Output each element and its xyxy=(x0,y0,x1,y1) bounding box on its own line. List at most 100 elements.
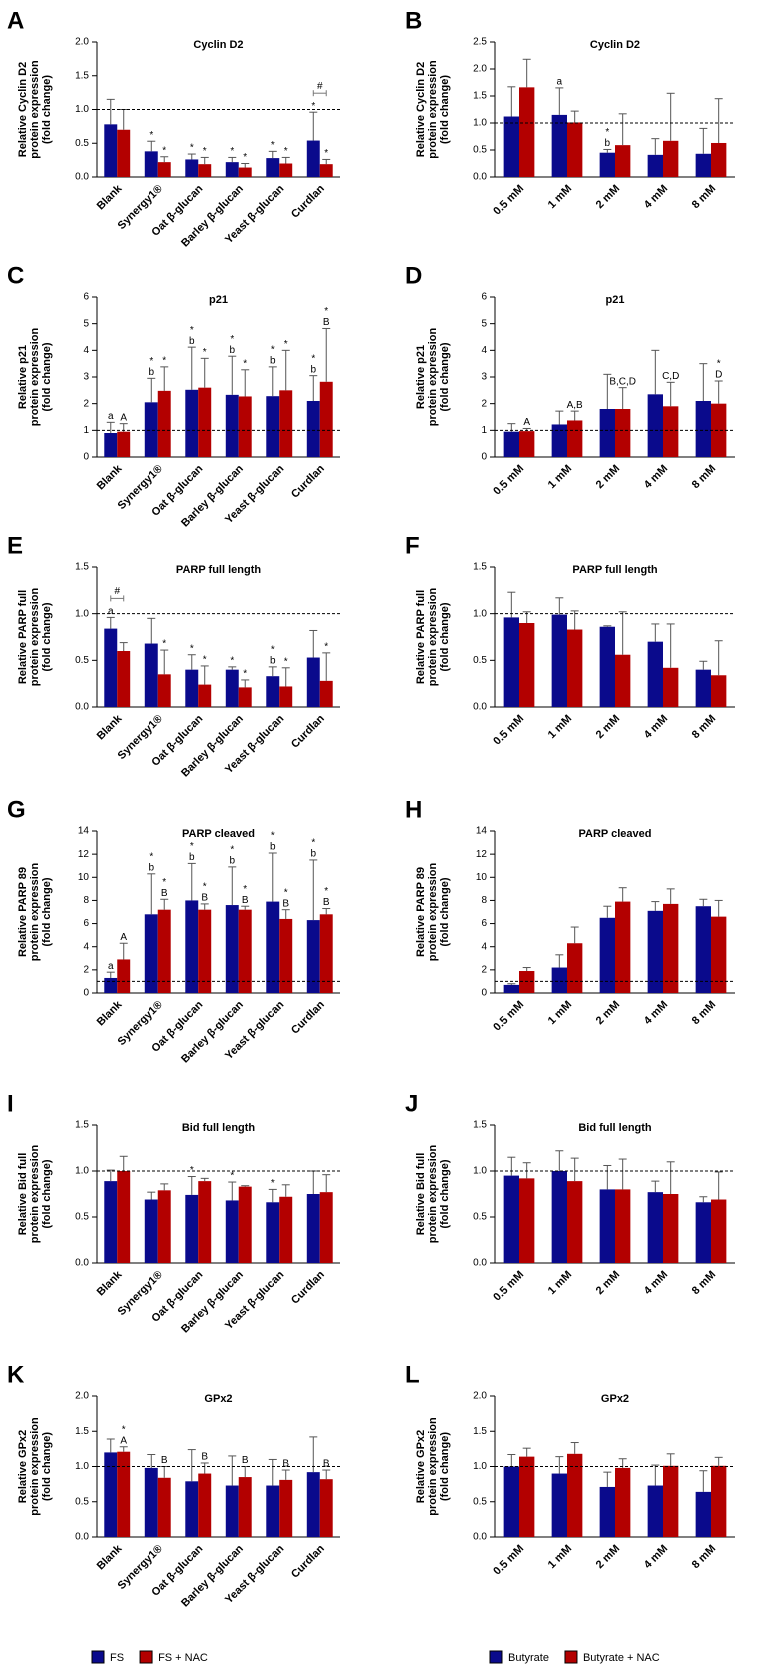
bar xyxy=(695,1202,711,1263)
bar xyxy=(104,124,118,177)
y-axis-label: Relative GPx2 xyxy=(415,1430,427,1503)
bar xyxy=(104,628,118,707)
x-tick-label: 8 mM xyxy=(690,999,718,1027)
annotation: A xyxy=(120,932,127,943)
x-tick-label: 4 mM xyxy=(642,999,670,1027)
bar xyxy=(599,917,615,993)
annotation: * xyxy=(230,334,234,345)
bar xyxy=(663,1194,679,1263)
annotation: b xyxy=(310,364,316,375)
y-tick-label: 6 xyxy=(481,292,487,303)
annotation: B xyxy=(323,897,330,908)
y-axis-label: (fold change) xyxy=(41,602,53,671)
bar xyxy=(647,910,663,993)
y-axis-label: protein expression xyxy=(427,1145,439,1244)
chart-title: GPx2 xyxy=(601,1393,629,1405)
annotation: * xyxy=(230,146,234,157)
y-tick-label: 5 xyxy=(481,318,487,329)
y-tick-label: 1.5 xyxy=(75,70,89,81)
bar xyxy=(551,424,567,457)
y-tick-label: 1.5 xyxy=(75,1120,89,1131)
y-axis-label: (fold change) xyxy=(439,1159,451,1228)
annotation: A xyxy=(523,417,530,428)
bar xyxy=(157,909,171,993)
bar xyxy=(185,159,199,177)
x-tick-label: 2 mM xyxy=(594,1543,622,1571)
x-tick-label: Blank xyxy=(95,1542,125,1572)
x-tick-label: Curdlan xyxy=(289,1268,327,1306)
y-tick-label: 0.5 xyxy=(473,1212,487,1223)
y-tick-label: 1.5 xyxy=(473,562,487,573)
x-tick-label: Curdlan xyxy=(289,712,327,750)
bar xyxy=(306,1472,320,1537)
bar xyxy=(104,977,118,993)
y-tick-label: 4 xyxy=(481,941,487,952)
x-tick-label: 4 mM xyxy=(642,1543,670,1571)
bar xyxy=(711,916,727,993)
bar xyxy=(306,920,320,993)
bar xyxy=(198,387,212,457)
x-tick-label: 8 mM xyxy=(690,713,718,741)
bar xyxy=(117,431,131,457)
y-tick-label: 2 xyxy=(83,398,89,409)
annotation: A xyxy=(120,412,127,423)
annotation: * xyxy=(605,127,609,138)
x-tick-label: 4 mM xyxy=(642,183,670,211)
panel-letter: E xyxy=(7,532,23,559)
y-tick-label: 4 xyxy=(481,345,487,356)
bar xyxy=(663,1465,679,1537)
y-axis-label: protein expression xyxy=(29,328,41,427)
annotation: * xyxy=(149,356,153,367)
bar xyxy=(117,1451,131,1537)
y-axis-label: protein expression xyxy=(29,588,41,687)
annotation: * xyxy=(271,1178,275,1189)
annotation: * xyxy=(149,851,153,862)
bar xyxy=(117,651,131,707)
y-axis-label: Relative GPx2 xyxy=(17,1430,29,1503)
y-axis-label: (fold change) xyxy=(439,602,451,671)
chart-title: Bid full length xyxy=(182,1122,256,1134)
annotation: * xyxy=(271,831,275,842)
bar xyxy=(519,1456,535,1537)
bar xyxy=(238,396,252,457)
annotation: * xyxy=(324,306,328,317)
bar xyxy=(157,162,171,177)
annotation: * xyxy=(311,101,315,112)
annotation: b xyxy=(189,336,195,347)
y-tick-label: 0.0 xyxy=(473,1532,487,1543)
bar xyxy=(266,901,280,993)
bar xyxy=(663,406,679,457)
y-tick-label: 0.0 xyxy=(75,1532,89,1543)
bar xyxy=(198,684,212,707)
bar xyxy=(551,967,567,993)
y-tick-label: 0.5 xyxy=(75,1496,89,1507)
y-tick-label: 0.0 xyxy=(75,702,89,713)
bar xyxy=(117,129,131,177)
bar xyxy=(519,1178,535,1263)
annotation: * xyxy=(230,1171,234,1182)
chart-title: p21 xyxy=(209,294,228,306)
annotation: * xyxy=(243,358,247,369)
annotation: * xyxy=(311,838,315,849)
y-axis-label: protein expression xyxy=(427,1417,439,1516)
y-tick-label: 0.5 xyxy=(473,145,487,156)
annotation: * xyxy=(243,152,247,163)
bar xyxy=(615,654,631,707)
annotation: D xyxy=(715,370,722,381)
bar xyxy=(551,614,567,707)
bar xyxy=(647,641,663,707)
bar xyxy=(711,142,727,177)
bar xyxy=(599,626,615,707)
bar xyxy=(198,1473,212,1537)
x-tick-label: 0.5 mM xyxy=(491,713,526,748)
bar xyxy=(225,162,239,177)
bar xyxy=(519,87,535,177)
annotation: A xyxy=(120,1435,127,1446)
annotation: B xyxy=(282,898,289,909)
annotation: b xyxy=(270,656,276,667)
annotation: b xyxy=(148,862,154,873)
y-axis-label: Relative PARP full xyxy=(415,590,427,684)
bar xyxy=(519,623,535,707)
annotation: a xyxy=(108,961,114,972)
bar xyxy=(615,145,631,177)
